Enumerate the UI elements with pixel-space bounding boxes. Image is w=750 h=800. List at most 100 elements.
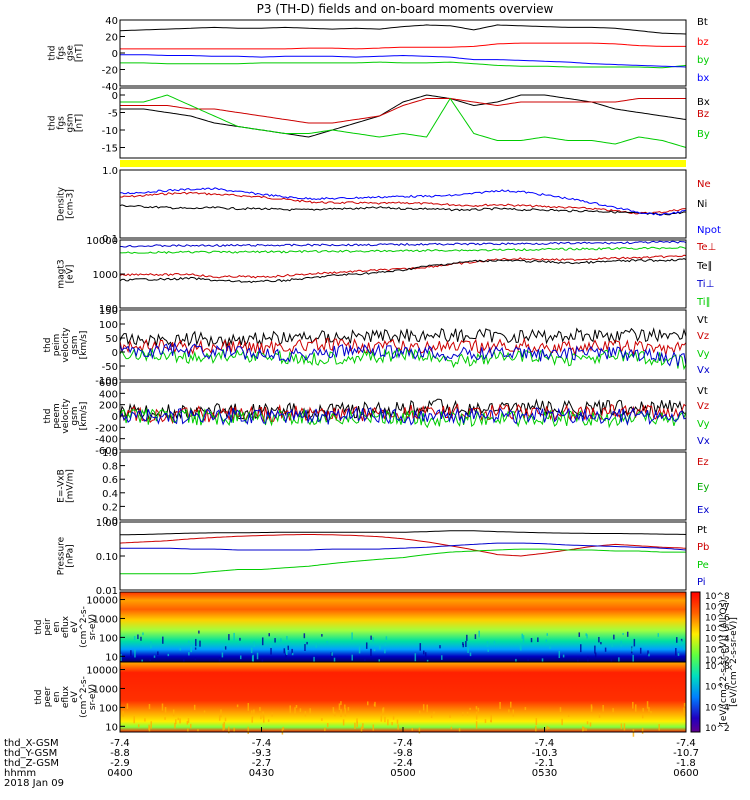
spectrogram-texture [291, 648, 293, 655]
spectrogram-texture [137, 634, 139, 640]
y-axis-label: thd [43, 409, 53, 424]
y-tick-label: 1.0 [102, 166, 118, 177]
series-line-Ne [119, 191, 687, 215]
spectrogram-texture [414, 653, 417, 662]
x-row-value: -7.4 [393, 738, 413, 749]
y-tick-label: 10000 [86, 596, 118, 607]
colorbar-tick-label: 10^7 [705, 603, 730, 613]
y-tick-label: 10000 [86, 666, 118, 677]
x-row-value: -1.8 [676, 758, 696, 769]
series-line-Vt [119, 398, 686, 421]
y-axis-label: peem [52, 403, 62, 429]
spectrogram-texture [150, 721, 152, 729]
spectrogram-texture [239, 655, 242, 660]
spectrogram-texture [641, 714, 644, 719]
spectrogram-texture [546, 633, 549, 636]
x-row-value: -7.4 [535, 738, 555, 749]
y-tick-label: -10 [102, 126, 118, 137]
spectrogram-texture [347, 707, 350, 711]
spectrogram-texture [586, 721, 589, 725]
legend-label: Bt [697, 17, 708, 28]
spectrogram-texture [256, 652, 259, 660]
legend-label: Ex [697, 505, 709, 516]
y-tick-label: 400 [99, 389, 118, 400]
y-axis-label: gsm [70, 406, 80, 425]
spectrogram-texture [194, 657, 197, 661]
spectrogram-texture [340, 701, 342, 706]
y-tick-label: 1000 [93, 614, 118, 625]
y-tick-label: 150 [99, 306, 118, 317]
x-row-label: thd_Y-GSM [4, 748, 57, 759]
spectrogram-texture [239, 637, 241, 641]
y-tick-label: 600 [99, 378, 118, 389]
spectrogram-texture [521, 633, 524, 639]
colorbar-tick-label: 10^6 [705, 683, 730, 693]
y-axis-label: [km/s] [79, 331, 89, 360]
y-axis-label: magt3 [57, 259, 67, 288]
spectrogram-texture [167, 653, 170, 657]
spectrogram-texture [270, 644, 272, 649]
colorbar-tick-label: 10^2 [705, 724, 730, 734]
spectrogram-texture [585, 633, 587, 637]
spectrogram-texture [449, 714, 451, 718]
legend-label: By [697, 129, 710, 140]
spectrogram-texture [360, 726, 363, 733]
colorbar-tick-label: 10^3 [705, 645, 730, 655]
spectrogram-texture [148, 724, 150, 731]
spectrogram-texture [315, 642, 318, 648]
x-row-value: 0600 [673, 768, 698, 779]
spectrogram-texture [373, 703, 376, 707]
spectrogram-texture [162, 636, 164, 644]
spectrogram-texture [683, 646, 685, 650]
spectrogram-texture [287, 645, 289, 650]
spectrogram-texture [680, 638, 683, 642]
spectrogram-texture [306, 641, 308, 645]
spectrogram-texture [450, 726, 453, 730]
panel-frame [119, 87, 687, 159]
spectrogram-texture [634, 704, 637, 712]
colorbar-label: [eV/(cm^2-s-sr-eV)] [729, 617, 739, 707]
legend-label: Pb [697, 542, 709, 553]
spectrogram-texture [153, 655, 156, 658]
spectrogram-texture [321, 634, 323, 637]
legend-label: Te∥ [696, 261, 713, 272]
spectrogram-texture [190, 723, 192, 729]
y-tick-label: -50 [102, 362, 118, 373]
spectrogram-texture [642, 708, 644, 712]
spectrogram-texture [340, 709, 342, 717]
spectrogram-texture [641, 727, 644, 734]
y-axis-label: gsm [66, 113, 76, 132]
spectrogram-texture [228, 726, 230, 734]
legend-label: Bx [697, 97, 710, 108]
spectrogram-texture [639, 647, 642, 654]
spectrogram-texture [510, 701, 512, 708]
y-axis-label: eV [70, 620, 80, 633]
spectrogram-texture [433, 711, 435, 715]
spectrogram-texture [598, 636, 600, 643]
y-tick-label: 1000 [93, 684, 118, 695]
spectrogram-texture [174, 722, 176, 729]
spectrogram-texture [286, 647, 288, 655]
spectrogram-texture [193, 704, 196, 711]
spectrogram-texture [631, 647, 633, 652]
y-axis-label: velocity [61, 398, 71, 434]
spectrogram-texture [356, 718, 358, 723]
y-tick-label: 200 [99, 401, 118, 412]
spectrogram-texture [578, 632, 581, 637]
y-tick-label: -600 [95, 446, 118, 457]
spectrogram-texture [271, 712, 273, 717]
x-row-value: 0400 [107, 768, 132, 779]
spectrogram-texture [530, 637, 533, 643]
spectrogram-texture [364, 658, 366, 661]
spectrogram-texture [150, 641, 152, 649]
series-line-Te⊥ [119, 254, 687, 279]
panel-frame [119, 451, 687, 521]
spectrogram-texture [585, 728, 587, 731]
data-quality-bar [120, 160, 686, 167]
spectrogram-texture [384, 642, 387, 646]
spectrogram-texture [648, 707, 650, 712]
date-label: 2018 Jan 09 [4, 778, 64, 789]
spectrogram-texture [295, 705, 298, 708]
